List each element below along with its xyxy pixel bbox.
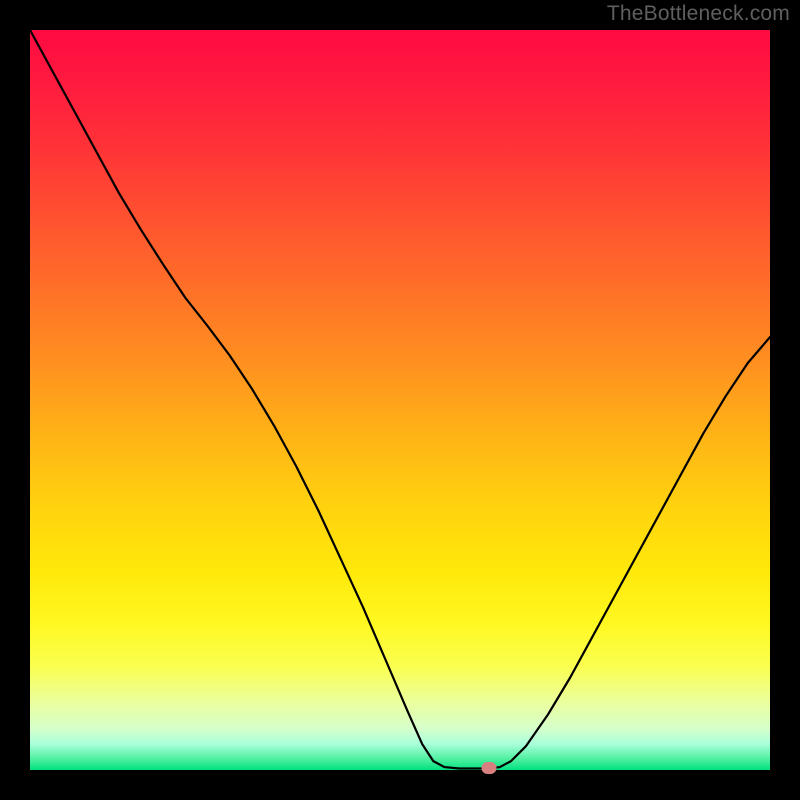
watermark-text: TheBottleneck.com <box>607 2 790 26</box>
chart-container: TheBottleneck.com <box>0 0 800 800</box>
chart-svg <box>30 30 770 770</box>
highlight-marker <box>481 762 496 774</box>
plot-area <box>30 30 770 770</box>
gradient-background <box>30 30 770 770</box>
